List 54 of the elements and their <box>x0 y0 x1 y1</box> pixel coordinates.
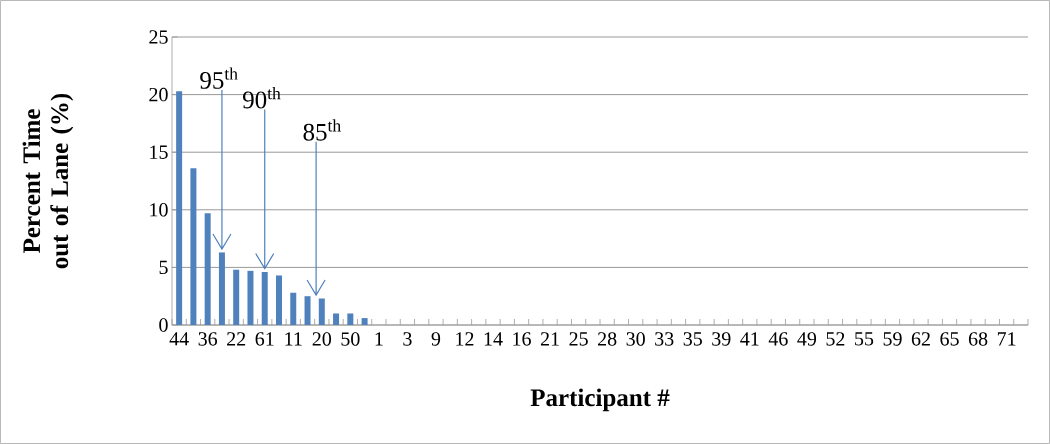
annotation: 90$^{th}$ <box>242 87 281 109</box>
x-tick-label: 46 <box>768 332 788 346</box>
bar <box>290 292 297 325</box>
bar <box>361 318 368 325</box>
bar <box>176 91 183 325</box>
x-tick-label: 28 <box>598 332 617 346</box>
x-tick-label: 68 <box>968 332 988 346</box>
x-tick-label: 3 <box>403 332 412 346</box>
x-tick-label: 12 <box>456 332 474 346</box>
bar <box>347 313 354 325</box>
x-tick-label: 22 <box>227 332 246 346</box>
x-tick-label: 36 <box>198 332 218 346</box>
x-axis-title: Participant # <box>530 388 670 412</box>
x-tick-label: 20 <box>312 332 332 346</box>
y-tick-label: 10 <box>150 203 168 217</box>
x-tick-label: 21 <box>540 332 559 346</box>
x-tick-label: 1 <box>375 332 383 346</box>
bar <box>261 272 268 325</box>
bar <box>190 168 197 325</box>
x-tick-label: 61 <box>255 332 274 346</box>
bar <box>247 270 254 325</box>
y-tick-label: 0 <box>159 318 168 332</box>
y-axis-title: Percent Time out of Lane (%) <box>22 93 74 269</box>
x-tick-label: 59 <box>883 332 902 346</box>
x-tick-label: 16 <box>513 332 531 346</box>
bar <box>233 269 240 325</box>
x-tick-label: 11 <box>285 332 302 346</box>
x-tick-label: 39 <box>712 332 731 346</box>
y-tick-label: 5 <box>159 260 168 275</box>
y-tick-label: 20 <box>149 87 168 102</box>
x-tick-label: 65 <box>940 332 959 346</box>
x-tick-label: 50 <box>341 332 360 346</box>
x-tick-label: 55 <box>855 332 874 346</box>
x-tick-label: 41 <box>740 332 759 346</box>
x-tick-label: 9 <box>431 332 441 346</box>
x-tick-label: 52 <box>826 332 845 346</box>
x-tick-label: 62 <box>911 332 930 346</box>
bar <box>218 252 225 325</box>
y-tick-label: 15 <box>150 145 168 159</box>
x-tick-label: 71 <box>997 332 1016 346</box>
x-tick-label: 33 <box>655 332 674 346</box>
x-tick-label: 49 <box>797 332 817 346</box>
bar <box>304 296 311 325</box>
x-tick-label: 25 <box>569 332 588 346</box>
x-tick-label: 44 <box>169 332 189 346</box>
bar <box>318 298 325 325</box>
y-tick-label: 25 <box>149 30 168 44</box>
bar <box>333 313 340 325</box>
annotation: 85$^{th}$ <box>303 119 341 141</box>
x-tick-label: 35 <box>683 332 702 346</box>
annotation: 95$^{th}$ <box>200 67 238 89</box>
x-tick-label: 14 <box>484 332 503 346</box>
bar <box>276 275 282 325</box>
x-tick-label: 30 <box>626 332 645 346</box>
